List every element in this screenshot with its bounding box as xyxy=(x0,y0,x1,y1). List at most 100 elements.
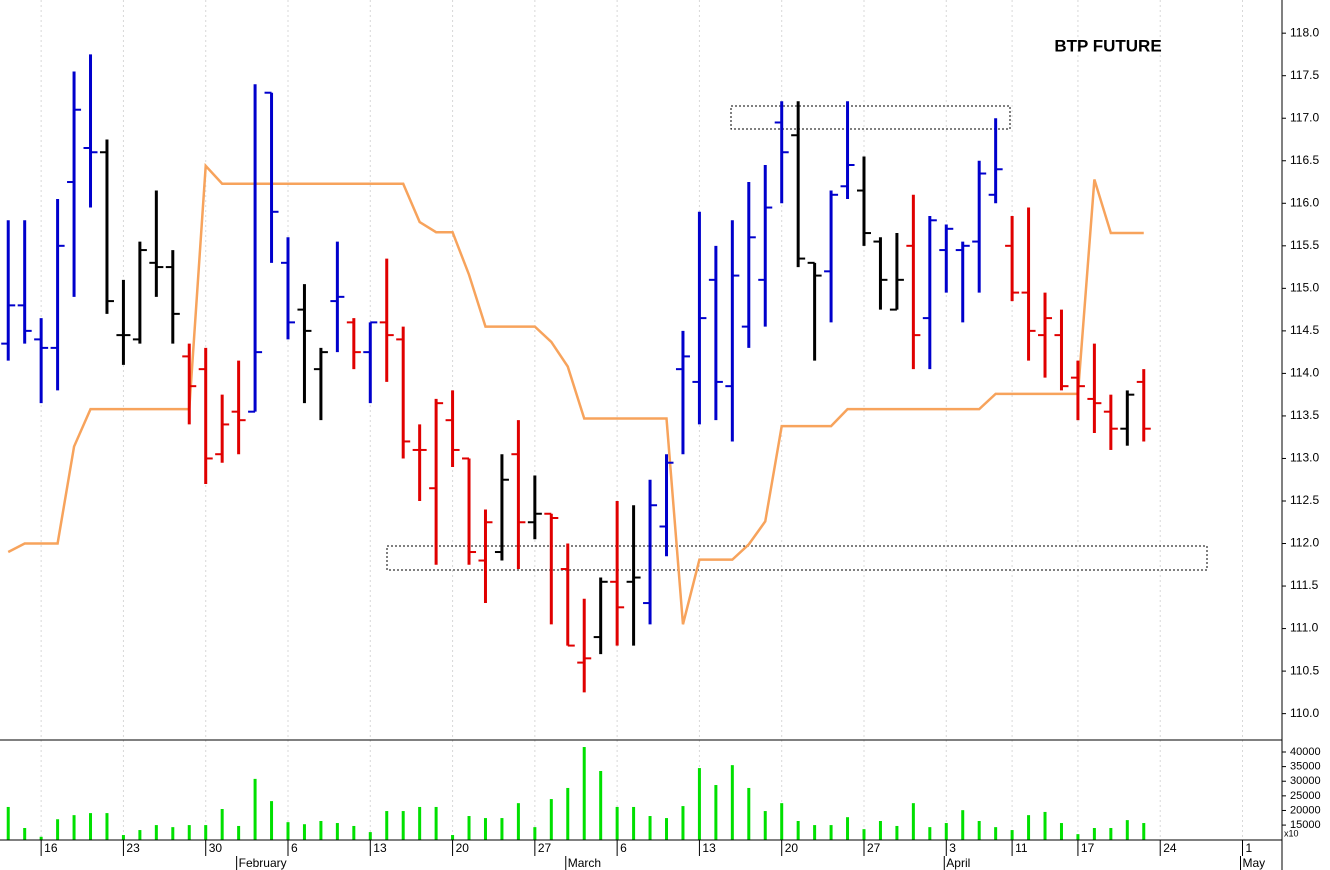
volume-bar xyxy=(335,823,339,840)
volume-bar xyxy=(418,806,422,840)
x-tick-label: 20 xyxy=(456,841,470,855)
y-tick-label: 113.5 xyxy=(1290,408,1319,422)
volume-bar xyxy=(121,835,125,840)
volume-bar xyxy=(1027,815,1031,840)
plot-area xyxy=(1,54,1151,840)
volume-bar xyxy=(648,816,652,840)
x-tick-label: 16 xyxy=(44,841,58,855)
volume-bar xyxy=(1092,828,1096,840)
volume-bar xyxy=(763,811,767,840)
volume-bar xyxy=(171,827,175,840)
volume-bar xyxy=(368,832,372,840)
volume-bar xyxy=(220,809,224,840)
month-label: March xyxy=(568,856,601,870)
volume-bar xyxy=(237,825,241,840)
x-tick-label: 6 xyxy=(291,841,298,855)
overlay-line xyxy=(7,162,1144,625)
volume-bar xyxy=(72,815,76,840)
y-tick-label: 114.0 xyxy=(1290,366,1319,380)
volume-unit: x10 xyxy=(1284,828,1299,838)
volume-bar xyxy=(56,819,60,840)
x-tick-label: 20 xyxy=(785,841,799,855)
volume-bar xyxy=(1010,830,1014,840)
volume-bar xyxy=(105,813,109,840)
volume-bar xyxy=(730,765,734,840)
x-tick-label: 17 xyxy=(1081,841,1095,855)
volume-tick-label: 30000 xyxy=(1290,775,1321,787)
volume-bar xyxy=(319,820,323,840)
volume-bar xyxy=(467,816,471,840)
volume-bar xyxy=(829,825,833,840)
x-tick-label: 13 xyxy=(373,841,387,855)
volume-bar xyxy=(813,825,817,840)
volume-bar xyxy=(385,811,389,840)
month-label: April xyxy=(946,856,970,870)
y-tick-label: 116.0 xyxy=(1290,195,1319,209)
volume-bar xyxy=(928,827,932,840)
volume-bar xyxy=(582,747,586,840)
y-tick-label: 113.0 xyxy=(1290,451,1319,465)
volume-bar xyxy=(1142,823,1146,840)
y-tick-label: 110.5 xyxy=(1290,663,1319,677)
volume-bar xyxy=(1109,828,1113,840)
x-tick-label: 23 xyxy=(126,841,140,855)
y-tick-label: 116.5 xyxy=(1290,153,1319,167)
volume-bar xyxy=(615,806,619,840)
volume-bar xyxy=(878,820,882,840)
volume-bar xyxy=(1043,811,1047,840)
volume-bar xyxy=(138,830,142,840)
volume-bar xyxy=(681,806,685,840)
volume-bar xyxy=(961,810,965,840)
volume-bar xyxy=(1076,834,1080,840)
y-tick-label: 118.0 xyxy=(1290,25,1319,39)
month-label: February xyxy=(239,856,287,870)
x-tick-label: 27 xyxy=(538,841,552,855)
volume-bar xyxy=(566,787,570,840)
x-tick-label: 24 xyxy=(1163,841,1177,855)
x-tick-label: 11 xyxy=(1015,841,1028,855)
volume-bar xyxy=(796,820,800,840)
volume-bar xyxy=(846,817,850,840)
volume-bar xyxy=(944,823,948,840)
x-tick-label: 13 xyxy=(702,841,716,855)
volume-tick-label: 15000 xyxy=(1290,819,1321,831)
y-tick-label: 111.5 xyxy=(1290,578,1319,592)
volume-tick-label: 40000 xyxy=(1290,746,1321,758)
volume-bar xyxy=(204,825,208,840)
volume-bar xyxy=(500,818,504,840)
support-box xyxy=(386,545,1208,571)
volume-bar xyxy=(352,825,356,840)
y-tick-label: 111.0 xyxy=(1290,621,1319,635)
volume-tick-label: 25000 xyxy=(1290,790,1321,802)
volume-bar xyxy=(516,803,520,840)
y-tick-label: 117.5 xyxy=(1290,68,1319,82)
volume-bar xyxy=(89,813,93,840)
month-label: May xyxy=(1243,856,1266,870)
volume-bar xyxy=(187,825,191,840)
volume-bar xyxy=(253,778,257,840)
y-tick-label: 112.5 xyxy=(1290,493,1319,507)
volume-bar xyxy=(401,811,405,840)
volume-bar xyxy=(434,806,438,840)
x-tick-label: 1 xyxy=(1246,841,1253,855)
volume-bar xyxy=(697,768,701,840)
y-tick-label: 114.5 xyxy=(1290,323,1319,337)
volume-bar xyxy=(6,806,10,840)
volume-bar xyxy=(632,806,636,840)
y-tick-label: 110.0 xyxy=(1290,706,1319,720)
x-tick-label: 27 xyxy=(867,841,881,855)
volume-bar xyxy=(286,822,290,840)
x-tick-label: 30 xyxy=(209,841,223,855)
volume-bar xyxy=(862,829,866,840)
volume-bar xyxy=(154,825,158,840)
volume-bar xyxy=(977,820,981,840)
x-tick-label: 3 xyxy=(949,841,956,855)
x-tick-label: 6 xyxy=(620,841,627,855)
volume-bar xyxy=(911,803,915,840)
volume-bar xyxy=(895,825,899,840)
volume-bar xyxy=(994,827,998,840)
volume-bar xyxy=(39,836,43,840)
volume-bar xyxy=(23,828,27,840)
volume-bar xyxy=(665,818,669,840)
volume-bar xyxy=(533,827,537,840)
